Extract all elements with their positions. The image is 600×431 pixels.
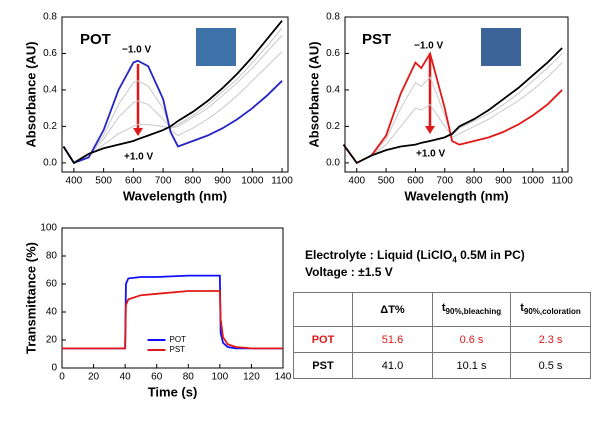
text: 90%,coloration — [523, 307, 581, 317]
legend-label: PST — [170, 345, 186, 354]
y-tick-label: 0.8 — [43, 12, 57, 23]
x-tick-label: 100 — [212, 372, 229, 383]
row: PST 41.0 10.1 s 0.5 s — [293, 352, 591, 379]
pot-swatch — [196, 28, 236, 66]
y-axis-title: Absorbance (AU) — [23, 41, 38, 147]
annotation: −1.0 V — [122, 45, 152, 56]
x-tick-label: 900 — [214, 176, 231, 187]
text: Electrolyte : Liquid (LiClO — [305, 248, 453, 262]
corner — [293, 292, 353, 327]
y-tick-label: 0.2 — [43, 121, 57, 132]
x-tick-label: 600 — [407, 176, 424, 187]
row: POT 51.6 0.6 s 2.3 s — [293, 326, 591, 353]
cell: 41.0 — [352, 352, 433, 379]
x-tick-label: 500 — [378, 176, 395, 187]
arrow-head — [133, 128, 143, 136]
x-tick-label: 60 — [151, 372, 163, 383]
text: 0.5M in PC) — [456, 248, 525, 262]
pst-swatch — [481, 28, 521, 66]
y-tick-label: 0 — [51, 363, 57, 374]
y-tick-label: 0.4 — [326, 85, 340, 96]
y-tick-label: 100 — [40, 223, 57, 234]
series-line — [63, 51, 283, 164]
x-tick-label: 700 — [436, 176, 453, 187]
series-line — [343, 53, 563, 164]
series-line — [62, 274, 283, 350]
series-line — [62, 290, 283, 350]
plot-frame — [61, 227, 284, 369]
arrow-head — [425, 126, 435, 134]
y-tick-label: 20 — [46, 335, 58, 346]
cell: 51.6 — [352, 326, 433, 353]
plot-frame — [344, 16, 569, 173]
y-tick-label: 0.4 — [43, 85, 57, 96]
x-tick-label: 700 — [155, 176, 172, 187]
header-row: ΔT% t90%,bleaching t90%,coloration — [293, 292, 591, 327]
x-tick-label: 600 — [125, 176, 142, 187]
x-tick-label: 1000 — [241, 176, 264, 187]
x-tick-label: 0 — [59, 372, 65, 383]
legend-label: POT — [170, 335, 187, 344]
y-tick-label: 0.8 — [326, 12, 340, 23]
header: ΔT% — [352, 292, 433, 327]
x-tick-label: 1100 — [551, 176, 573, 187]
row-label: PST — [293, 352, 353, 379]
text: 4 — [452, 255, 457, 265]
cell: 10.1 s — [432, 352, 511, 379]
x-tick-label: 40 — [120, 372, 132, 383]
y-tick-label: 0.6 — [326, 48, 340, 59]
x-tick-label: 120 — [243, 372, 260, 383]
series-line — [342, 51, 563, 165]
row-label: POT — [293, 326, 353, 353]
y-tick-label: 0.2 — [326, 121, 340, 132]
x-tick-label: 1000 — [522, 176, 545, 187]
x-tick-label: 500 — [95, 176, 112, 187]
text: t — [520, 302, 524, 315]
y-tick-label: 80 — [46, 251, 58, 262]
y-tick-label: 0.6 — [43, 48, 57, 59]
voltage: Voltage : ±1.5 V — [305, 265, 393, 279]
cell: 0.6 s — [432, 326, 511, 353]
x-axis-title: Time (s) — [148, 384, 198, 399]
y-tick-label: 40 — [46, 307, 58, 318]
series-line — [62, 59, 283, 164]
x-axis-title: Wavelength (nm) — [404, 188, 508, 203]
y-tick-label: 0.0 — [326, 158, 340, 169]
x-tick-label: 80 — [183, 372, 195, 383]
table: ΔT% t90%,bleaching t90%,coloration POT 51… — [293, 292, 591, 379]
chart-label: PST — [362, 31, 391, 48]
x-tick-label: 800 — [184, 176, 201, 187]
annotation: −1.0 V — [414, 41, 444, 52]
x-tick-label: 1100 — [271, 176, 293, 187]
x-tick-label: 20 — [88, 372, 100, 383]
x-tick-label: 400 — [348, 176, 365, 187]
x-axis-title: Wavelength (nm) — [123, 188, 227, 203]
x-tick-label: 400 — [66, 176, 83, 187]
electrolyte: Electrolyte : Liquid (LiClO4 0.5M in PC) — [305, 248, 525, 264]
y-axis-title: Absorbance (AU) — [306, 41, 321, 147]
cell: 0.5 s — [510, 352, 591, 379]
plot-frame — [61, 16, 289, 173]
series-line — [63, 34, 283, 164]
y-tick-label: 0.0 — [43, 158, 57, 169]
text: t — [441, 302, 446, 315]
text: 90%,bleaching — [445, 307, 502, 317]
series-line — [342, 47, 563, 165]
chart-label: POT — [80, 31, 111, 48]
annotation: +1.0 V — [124, 152, 154, 163]
y-axis-title: Transmittance (%) — [23, 242, 38, 354]
x-tick-label: 900 — [495, 176, 512, 187]
series-line — [62, 20, 283, 165]
header: t90%,bleaching — [432, 292, 511, 327]
annotation: +1.0 V — [416, 149, 446, 160]
y-tick-label: 60 — [46, 279, 58, 290]
x-tick-label: 800 — [466, 176, 483, 187]
cell: 2.3 s — [510, 326, 591, 353]
x-tick-label: 140 — [275, 372, 292, 383]
header: t90%,coloration — [510, 292, 591, 327]
